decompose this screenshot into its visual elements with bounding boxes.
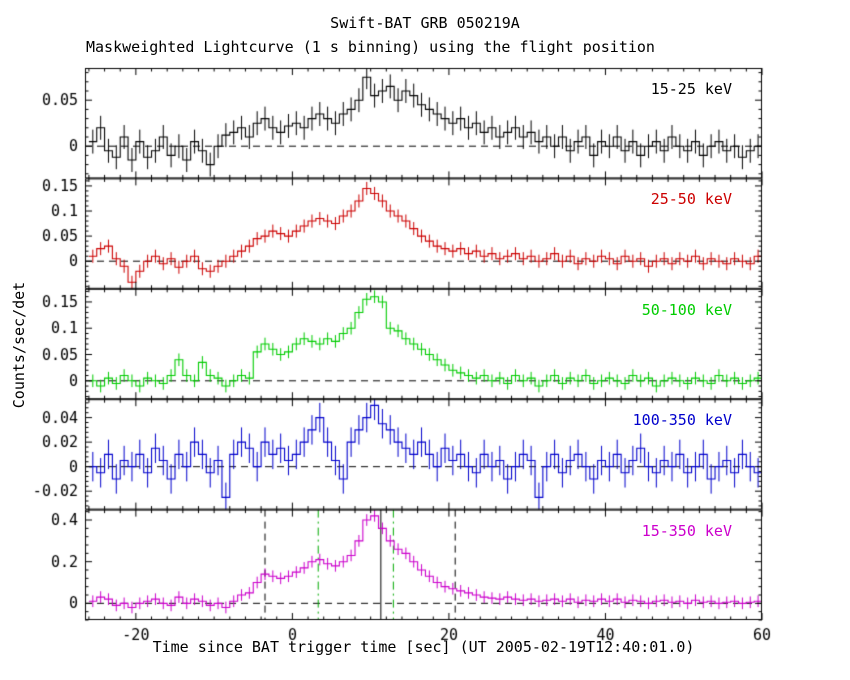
chart-subtitle: Maskweighted Lightcurve (1 s binning) us… (86, 38, 655, 56)
chart-title: Swift-BAT GRB 050219A (330, 14, 520, 32)
y-axis-label: Counts/sec/det (10, 281, 28, 409)
x-axis-label: Time since BAT trigger time [sec] (UT 20… (152, 638, 695, 656)
band-label-4: 100-350 keV (632, 411, 732, 430)
band-label-1: 15-25 keV (650, 80, 732, 98)
band-label-5: 15-350 keV (641, 521, 732, 540)
band-label-2: 25-50 keV (650, 190, 732, 209)
band-label-3: 50-100 keV (641, 300, 732, 319)
